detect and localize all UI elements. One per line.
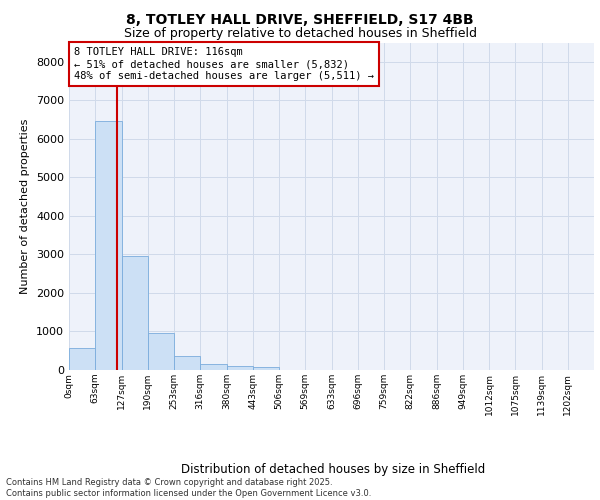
Bar	[253, 368, 279, 370]
Y-axis label: Number of detached properties: Number of detached properties	[20, 118, 31, 294]
Bar	[227, 366, 253, 370]
Bar	[148, 333, 174, 370]
Bar	[200, 364, 227, 370]
Bar	[95, 122, 121, 370]
Bar	[121, 256, 148, 370]
Text: Contains HM Land Registry data © Crown copyright and database right 2025.
Contai: Contains HM Land Registry data © Crown c…	[6, 478, 371, 498]
Text: Distribution of detached houses by size in Sheffield: Distribution of detached houses by size …	[181, 462, 485, 475]
Text: 8 TOTLEY HALL DRIVE: 116sqm
← 51% of detached houses are smaller (5,832)
48% of : 8 TOTLEY HALL DRIVE: 116sqm ← 51% of det…	[74, 48, 374, 80]
Bar	[69, 348, 95, 370]
Text: Size of property relative to detached houses in Sheffield: Size of property relative to detached ho…	[124, 28, 476, 40]
Bar	[174, 356, 200, 370]
Text: 8, TOTLEY HALL DRIVE, SHEFFIELD, S17 4BB: 8, TOTLEY HALL DRIVE, SHEFFIELD, S17 4BB	[126, 12, 474, 26]
